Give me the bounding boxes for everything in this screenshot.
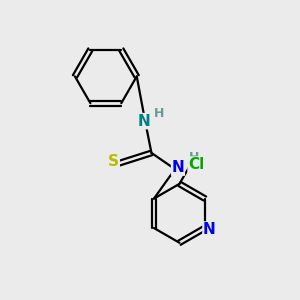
Text: H: H: [154, 107, 164, 120]
Text: H: H: [189, 152, 200, 164]
Text: N: N: [172, 160, 184, 175]
Text: Cl: Cl: [188, 157, 204, 172]
Text: S: S: [108, 154, 119, 169]
Text: N: N: [203, 222, 216, 237]
Text: N: N: [138, 114, 151, 129]
